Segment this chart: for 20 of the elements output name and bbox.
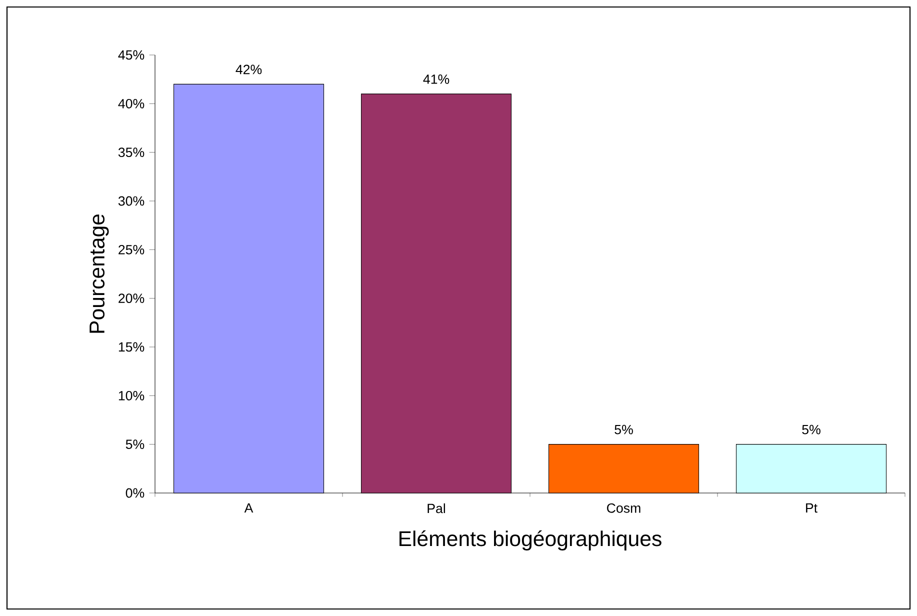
- y-tick-label: 10%: [118, 390, 144, 400]
- y-tick-label: 20%: [118, 294, 144, 304]
- x-axis-title: Eléments biogéographiques: [400, 530, 662, 550]
- y-tick-label: 45%: [118, 50, 144, 60]
- data-label: 41%: [423, 74, 450, 84]
- y-tick-label: 5%: [126, 440, 144, 450]
- x-tick-label: Pt: [806, 503, 818, 513]
- x-tick-label: Pal: [428, 503, 445, 514]
- data-label: 42%: [236, 64, 262, 74]
- y-axis-title: Pourcentage: [90, 214, 109, 333]
- y-tick-label: 0%: [126, 488, 144, 498]
- y-tick-label: 30%: [118, 196, 144, 206]
- data-label: 5%: [614, 424, 633, 434]
- y-tick-label: 25%: [118, 244, 144, 254]
- y-tick-label: 35%: [118, 148, 144, 158]
- x-tick-label: Cosm: [607, 503, 640, 513]
- x-tick-label: A: [244, 503, 254, 513]
- data-label: 5%: [802, 424, 820, 434]
- y-tick-label: 15%: [118, 342, 144, 352]
- y-tick-label: 40%: [118, 98, 144, 108]
